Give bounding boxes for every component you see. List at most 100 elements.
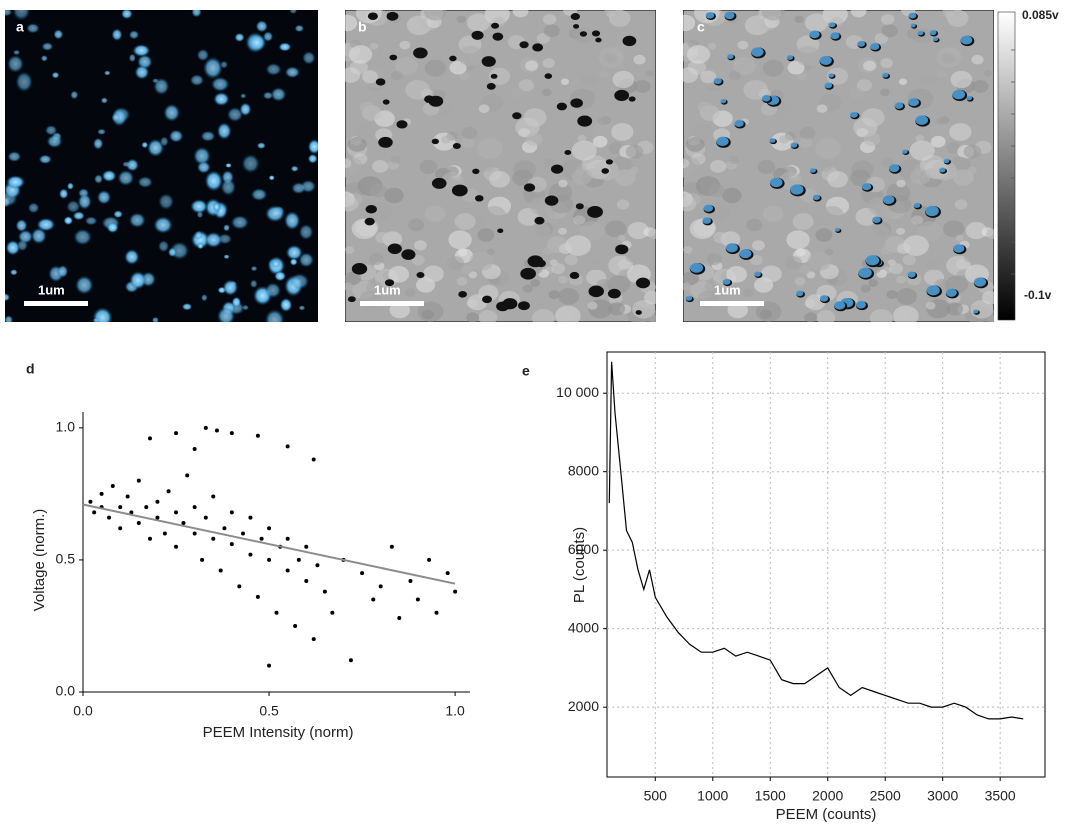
blob bbox=[46, 134, 63, 149]
grain bbox=[799, 126, 816, 140]
grain bbox=[362, 70, 379, 84]
grain bbox=[925, 301, 936, 310]
point bbox=[129, 510, 134, 515]
overlay-blob bbox=[703, 204, 714, 212]
blob bbox=[134, 65, 150, 80]
blob bbox=[211, 76, 230, 92]
overlay-blob bbox=[917, 30, 924, 36]
grain bbox=[742, 288, 754, 297]
overlay-blob bbox=[727, 53, 734, 59]
blob bbox=[284, 66, 300, 79]
grain bbox=[625, 144, 644, 159]
blob bbox=[203, 56, 223, 80]
x-axis-label: PEEM Intensity (norm) bbox=[203, 724, 354, 741]
grain bbox=[762, 59, 784, 77]
dark-spot bbox=[519, 41, 529, 49]
point bbox=[274, 610, 279, 615]
panel-label: b bbox=[358, 19, 367, 35]
grain bbox=[388, 266, 410, 283]
grain bbox=[683, 282, 692, 291]
blob bbox=[234, 32, 245, 42]
blob bbox=[27, 202, 40, 214]
dark-spot bbox=[492, 32, 504, 41]
grain bbox=[815, 228, 833, 242]
grain bbox=[617, 258, 632, 270]
grain bbox=[395, 56, 418, 76]
x-tick-label: 0.0 bbox=[73, 703, 93, 719]
grain bbox=[733, 56, 756, 76]
x-tick-label: 3500 bbox=[985, 788, 1016, 804]
grain bbox=[935, 117, 946, 126]
grain bbox=[627, 222, 649, 240]
grain bbox=[943, 220, 965, 238]
grain bbox=[579, 221, 605, 241]
overlay-blob bbox=[945, 288, 957, 297]
grain bbox=[512, 10, 529, 18]
grain bbox=[593, 136, 608, 148]
grain bbox=[850, 169, 871, 187]
fit-line bbox=[82, 503, 456, 585]
overlay-blob bbox=[689, 262, 704, 273]
blob bbox=[212, 202, 221, 212]
grain bbox=[404, 288, 416, 297]
grain bbox=[700, 70, 717, 84]
overlay-blob bbox=[761, 94, 771, 102]
grain bbox=[919, 72, 938, 88]
grain bbox=[930, 120, 955, 141]
overlay-blob bbox=[809, 30, 820, 39]
overlay-blob bbox=[858, 267, 872, 278]
point bbox=[248, 552, 253, 557]
blob bbox=[5, 10, 13, 17]
dark-spot bbox=[570, 13, 580, 21]
dark-spot bbox=[575, 203, 584, 210]
blob bbox=[84, 216, 98, 226]
grain bbox=[965, 222, 987, 240]
blob bbox=[222, 279, 239, 296]
grain bbox=[757, 159, 776, 174]
grain bbox=[849, 87, 864, 99]
grain bbox=[861, 108, 885, 127]
grain bbox=[964, 253, 976, 263]
overlay-blob bbox=[882, 195, 895, 205]
blob bbox=[10, 269, 18, 276]
grain bbox=[795, 45, 821, 67]
grain bbox=[722, 187, 742, 204]
grain bbox=[551, 263, 565, 275]
blob bbox=[106, 221, 119, 233]
panel-label: d bbox=[26, 361, 35, 377]
grain bbox=[909, 140, 935, 161]
grain bbox=[548, 290, 560, 299]
point bbox=[360, 571, 365, 576]
grain bbox=[897, 243, 911, 255]
image-b bbox=[345, 10, 656, 322]
blob bbox=[294, 24, 305, 33]
blob bbox=[75, 275, 94, 295]
blob bbox=[128, 212, 146, 228]
grain bbox=[824, 248, 834, 256]
point bbox=[408, 579, 413, 584]
blob bbox=[190, 199, 208, 214]
point bbox=[453, 589, 458, 594]
grain bbox=[898, 78, 908, 85]
dark-spot bbox=[387, 243, 402, 255]
dark-spot bbox=[486, 83, 496, 90]
grain bbox=[784, 256, 803, 270]
blob bbox=[307, 153, 318, 164]
overlay-blob bbox=[724, 11, 735, 20]
panel-label: a bbox=[16, 19, 24, 35]
x-axis-label: PEEM (counts) bbox=[776, 806, 877, 823]
blob bbox=[201, 294, 208, 302]
point bbox=[255, 433, 260, 438]
blob bbox=[289, 273, 310, 290]
scale-bar bbox=[360, 301, 424, 306]
overlay-blob bbox=[915, 115, 929, 125]
overlay-blob bbox=[872, 216, 881, 224]
grain bbox=[525, 132, 543, 146]
overlay-blob bbox=[834, 227, 840, 232]
image-a bbox=[5, 10, 318, 322]
grain bbox=[559, 243, 573, 255]
grain bbox=[944, 25, 955, 34]
blob bbox=[44, 125, 58, 136]
dark-spot bbox=[628, 96, 636, 102]
point bbox=[237, 584, 242, 589]
